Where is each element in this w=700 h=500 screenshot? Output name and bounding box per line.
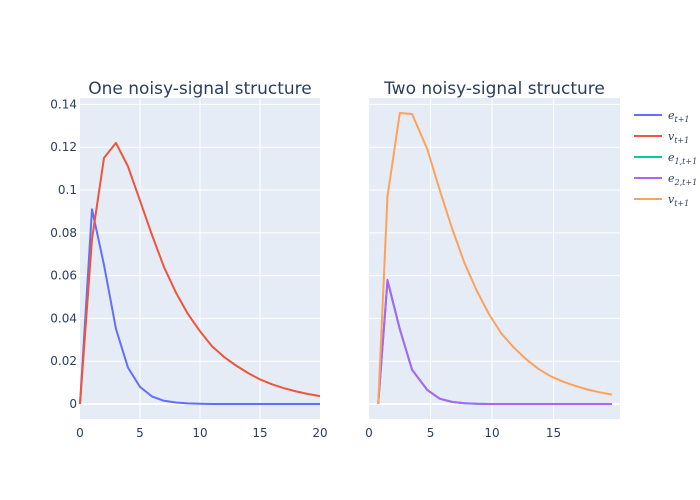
y-tick-label: 0.14 <box>50 97 77 111</box>
legend-label: et+1 <box>668 109 690 124</box>
legend-label: e1,t+1 <box>668 151 697 166</box>
y-tick-label: 0.1 <box>58 183 77 197</box>
legend-item[interactable]: e2,t+1 <box>634 172 697 187</box>
legend-item[interactable]: e1,t+1 <box>634 151 697 166</box>
legend-label-subscript: t+1 <box>675 115 690 124</box>
y-tick-label: 0.06 <box>50 269 77 283</box>
legend: et+1vt+1e1,t+1e2,t+1vt+1 <box>634 109 697 208</box>
series-line-v-t-1- <box>79 141 321 405</box>
legend-item[interactable]: et+1 <box>634 109 690 124</box>
y-tick-label: 0.04 <box>50 311 77 325</box>
legend-label-subscript: 1,t+1 <box>675 157 698 166</box>
legend-label-base: v <box>668 193 675 206</box>
legend-label: vt+1 <box>668 130 689 145</box>
x-tick-label: 10 <box>192 426 207 440</box>
legend-item[interactable]: vt+1 <box>634 193 689 208</box>
x-tick-label: 0 <box>76 426 84 440</box>
subplot-1: 0 0.02 0.04 0.06 0.08 0.1 0.12 0.14 0 5 10 15 20 One … <box>50 79 327 440</box>
series-line-v-t-1- <box>377 112 613 405</box>
x-tick-label: 10 <box>484 426 499 440</box>
legend-label-base: v <box>668 130 675 143</box>
subplot-2: 0 5 10 15 Two noisy-signal structure <box>365 79 620 440</box>
x-tick-label: 15 <box>252 426 267 440</box>
subplot-title: One noisy-signal structure <box>88 79 312 99</box>
x-tick-label: 5 <box>136 426 144 440</box>
legend-label-base: e <box>668 151 675 164</box>
legend-label-base: e <box>668 172 675 185</box>
x-tick-label: 5 <box>427 426 435 440</box>
legend-label-subscript: t+1 <box>674 199 689 208</box>
series-line-e-2-t-1- <box>377 278 612 405</box>
plot-area <box>369 98 620 419</box>
y-tick-label: 0.12 <box>50 140 77 154</box>
legend-label: e2,t+1 <box>668 172 697 187</box>
y-tick-label: 0.08 <box>50 226 77 240</box>
series-line-e-t-1- <box>79 208 320 405</box>
x-tick-label: 15 <box>546 426 561 440</box>
legend-label: vt+1 <box>668 193 689 208</box>
legend-label-subscript: t+1 <box>674 136 689 145</box>
legend-label-subscript: 2,t+1 <box>674 178 698 187</box>
subplot-title: Two noisy-signal structure <box>383 79 605 99</box>
x-tick-label: 0 <box>365 426 373 440</box>
legend-label-base: e <box>668 109 675 122</box>
y-tick-label: 0 <box>69 397 77 411</box>
legend-item[interactable]: vt+1 <box>634 130 689 145</box>
y-tick-label: 0.02 <box>50 354 77 368</box>
x-tick-label: 20 <box>312 426 327 440</box>
